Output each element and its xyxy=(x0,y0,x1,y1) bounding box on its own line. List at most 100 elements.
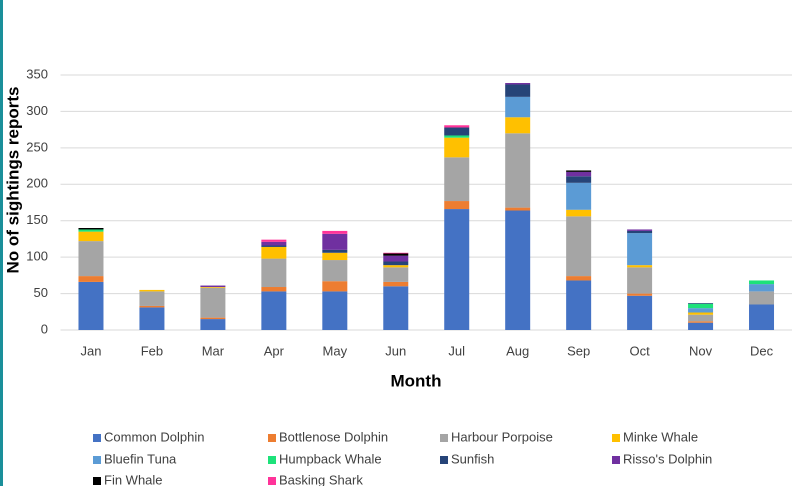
bar-segment xyxy=(261,258,287,288)
bar-segment xyxy=(627,295,653,330)
legend-label: Fin Whale xyxy=(104,472,163,486)
bar-segment xyxy=(505,96,531,118)
y-axis-title: No of sightings reports xyxy=(3,87,22,274)
x-tick-label: Nov xyxy=(689,343,713,358)
bar-segment xyxy=(444,135,470,138)
bar-segment xyxy=(322,281,348,292)
bar-segment xyxy=(688,322,714,330)
y-tick-label: 0 xyxy=(41,321,48,336)
legend-label: Bottlenose Dolphin xyxy=(279,429,388,444)
bar-segment xyxy=(383,265,409,268)
legend-swatch xyxy=(268,456,276,464)
bar-segment xyxy=(566,276,592,281)
bar-segment xyxy=(749,291,775,305)
legend-label: Basking Shark xyxy=(279,472,363,486)
bar-segment xyxy=(505,210,531,330)
x-axis-title: Month xyxy=(391,371,442,390)
bar-segment xyxy=(200,287,226,288)
x-tick-label: Aug xyxy=(506,343,529,358)
bar-segment xyxy=(261,239,287,242)
bar-segment xyxy=(505,133,531,208)
bar-segment xyxy=(200,287,226,318)
bar-segment xyxy=(383,261,409,266)
legend-swatch xyxy=(93,477,101,485)
bar-segment xyxy=(627,230,653,234)
bar-segment xyxy=(566,176,592,183)
x-tick-label: Apr xyxy=(264,343,285,358)
bar-segment xyxy=(749,284,775,292)
bar-segment xyxy=(505,84,531,97)
bar-segment xyxy=(627,293,653,296)
bar-segment xyxy=(688,314,714,322)
bar-segment xyxy=(383,255,409,262)
legend-swatch xyxy=(93,456,101,464)
x-tick-label: Jun xyxy=(385,343,406,358)
bar-segment xyxy=(139,291,165,306)
bar-segment xyxy=(566,170,592,172)
bar-segment xyxy=(261,246,287,259)
y-tick-label: 350 xyxy=(26,66,48,81)
x-tick-label: Sep xyxy=(567,343,590,358)
bar-segment xyxy=(566,182,592,210)
bar-segment xyxy=(139,289,165,292)
x-tick-label: May xyxy=(323,343,348,358)
bar-segment xyxy=(78,228,104,230)
bar-segment xyxy=(322,260,348,282)
legend-swatch xyxy=(612,434,620,442)
bar-segment xyxy=(688,303,714,309)
legend-swatch xyxy=(93,434,101,442)
legend-swatch xyxy=(440,434,448,442)
bar-segment xyxy=(200,319,226,330)
bar-segment xyxy=(261,287,287,292)
bar-segment xyxy=(261,241,287,246)
bar-segment xyxy=(688,308,714,313)
bar-segment xyxy=(688,312,714,315)
bar-segment xyxy=(261,291,287,330)
bar-segment xyxy=(505,207,531,211)
y-tick-label: 50 xyxy=(34,285,48,300)
legend-label: Common Dolphin xyxy=(104,429,204,444)
bar-segment xyxy=(200,317,226,320)
bar-segment xyxy=(444,137,470,158)
x-tick-label: Mar xyxy=(202,343,225,358)
x-tick-label: Feb xyxy=(141,343,163,358)
bar-segment xyxy=(444,127,470,136)
bar-segment xyxy=(139,305,165,308)
bar-segment xyxy=(627,267,653,294)
legend-label: Bluefin Tuna xyxy=(104,451,177,466)
bar-segment xyxy=(749,280,775,285)
bar-segment xyxy=(78,241,104,277)
bar-segment xyxy=(505,117,531,134)
bar-segment xyxy=(322,252,348,261)
legend-label: Minke Whale xyxy=(623,429,698,444)
bar-segment xyxy=(505,83,531,85)
bar-segment xyxy=(78,231,104,242)
legend-label: Risso's Dolphin xyxy=(623,451,712,466)
bar-segment xyxy=(566,216,592,277)
y-tick-label: 200 xyxy=(26,176,48,191)
bar-segment xyxy=(78,276,104,282)
bar-segment xyxy=(78,229,104,232)
bar-segment xyxy=(627,265,653,268)
bar-segment xyxy=(383,281,409,287)
bar-segment xyxy=(627,233,653,266)
legend-swatch xyxy=(268,434,276,442)
legend-swatch xyxy=(440,456,448,464)
legend-label: Sunfish xyxy=(451,451,494,466)
bar-segment xyxy=(566,209,592,217)
legend-swatch xyxy=(268,477,276,485)
bar-segment xyxy=(444,157,470,202)
bar-segment xyxy=(322,291,348,330)
bar-segment xyxy=(322,249,348,253)
bar-segment xyxy=(688,321,714,323)
bar-segment xyxy=(322,230,348,234)
bar-segment xyxy=(261,245,287,247)
y-tick-label: 150 xyxy=(26,212,48,227)
y-tick-label: 100 xyxy=(26,249,48,264)
bar-segment xyxy=(749,304,775,330)
legend-label: Harbour Porpoise xyxy=(451,429,553,444)
bar-segment xyxy=(383,253,409,256)
bar-segment xyxy=(566,171,592,177)
y-tick-label: 300 xyxy=(26,103,48,118)
